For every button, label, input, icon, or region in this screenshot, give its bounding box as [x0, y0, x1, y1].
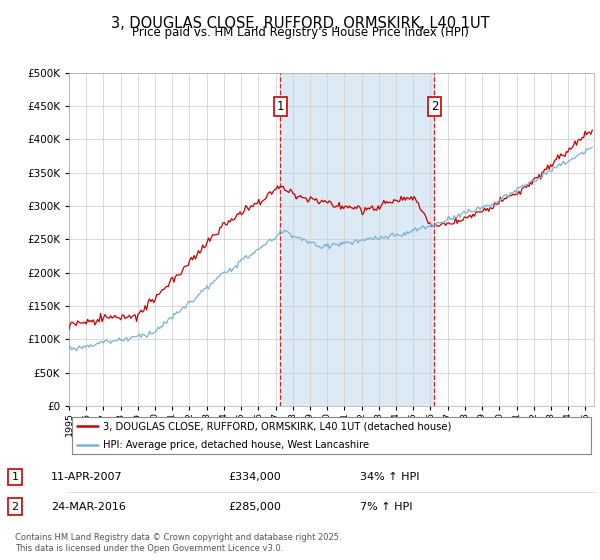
Text: 1: 1: [11, 472, 19, 482]
Text: 11-APR-2007: 11-APR-2007: [51, 472, 122, 482]
Text: 3, DOUGLAS CLOSE, RUFFORD, ORMSKIRK, L40 1UT (detached house): 3, DOUGLAS CLOSE, RUFFORD, ORMSKIRK, L40…: [103, 421, 452, 431]
Text: 7% ↑ HPI: 7% ↑ HPI: [360, 502, 413, 512]
Text: 34% ↑ HPI: 34% ↑ HPI: [360, 472, 419, 482]
Text: £334,000: £334,000: [228, 472, 281, 482]
Text: Contains HM Land Registry data © Crown copyright and database right 2025.
This d: Contains HM Land Registry data © Crown c…: [15, 533, 341, 553]
FancyBboxPatch shape: [71, 417, 592, 454]
Text: 24-MAR-2016: 24-MAR-2016: [51, 502, 126, 512]
Text: 2: 2: [431, 100, 438, 113]
Bar: [280, 73, 434, 406]
Text: 3, DOUGLAS CLOSE, RUFFORD, ORMSKIRK, L40 1UT: 3, DOUGLAS CLOSE, RUFFORD, ORMSKIRK, L40…: [110, 16, 490, 31]
Text: Price paid vs. HM Land Registry's House Price Index (HPI): Price paid vs. HM Land Registry's House …: [131, 26, 469, 39]
Text: £285,000: £285,000: [228, 502, 281, 512]
Text: 2: 2: [11, 502, 19, 512]
Text: 1: 1: [277, 100, 284, 113]
Text: HPI: Average price, detached house, West Lancashire: HPI: Average price, detached house, West…: [103, 441, 369, 450]
